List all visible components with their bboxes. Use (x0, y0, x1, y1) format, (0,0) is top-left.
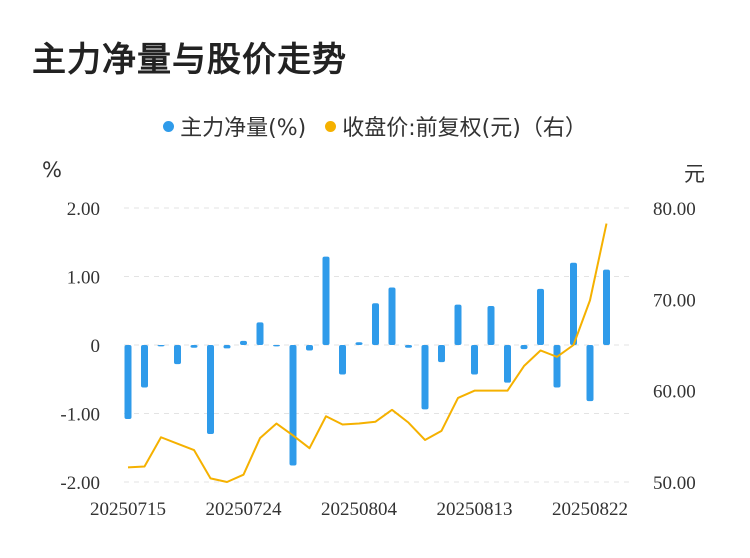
y-right-tick-label: 70.00 (653, 290, 696, 311)
bar (339, 345, 346, 375)
y-left-tick-label: 2.00 (67, 199, 100, 220)
bar (306, 345, 313, 351)
legend-bar-label: 主力净量(%) (180, 116, 307, 141)
legend-bar-dot-icon (163, 120, 175, 132)
y-left-tick-label: 0 (91, 336, 101, 357)
legend-item-bar[interactable]: 主力净量(%) (163, 110, 306, 142)
y-right-tick-label: 80.00 (653, 199, 696, 220)
bar (487, 305, 495, 345)
bar (124, 345, 132, 419)
bar (322, 256, 330, 345)
bar (438, 345, 445, 363)
y-right-tick-label: 60.00 (653, 382, 696, 403)
bar (570, 262, 577, 345)
y-left-tick-label: -1.00 (60, 405, 100, 426)
bar (553, 345, 561, 388)
bar (603, 269, 610, 345)
bar (421, 345, 429, 410)
bar (586, 345, 594, 402)
right-axis-unit: 元 (684, 162, 705, 186)
x-tick-label: 20250822 (552, 499, 628, 520)
bar (454, 304, 462, 345)
chart-legend: 主力净量(%) 收盘价:前复权(元)（右） (0, 110, 750, 142)
bar (207, 345, 214, 435)
bar (256, 322, 264, 345)
x-tick-label: 20250813 (437, 499, 513, 520)
bar (520, 345, 528, 350)
legend-line-dot-icon (325, 120, 337, 132)
bar (190, 345, 198, 348)
bar (372, 303, 379, 345)
bar (504, 345, 511, 383)
bar (157, 345, 165, 347)
bar (174, 345, 181, 365)
bar (388, 287, 396, 345)
y-left-tick-label: 1.00 (67, 268, 100, 289)
bar (273, 345, 280, 347)
price-line (127, 223, 608, 483)
legend-line-label: 收盘价:前复权(元)（右） (342, 116, 587, 141)
chart-title: 主力净量与股价走势 (32, 40, 347, 80)
bar (537, 288, 544, 345)
x-tick-label: 20250724 (206, 499, 283, 520)
bar (223, 345, 231, 349)
legend-item-line[interactable]: 收盘价:前复权(元)（右） (325, 110, 587, 142)
x-tick-label: 20250804 (321, 499, 398, 520)
y-right-tick-label: 50.00 (653, 473, 696, 494)
bar (141, 345, 148, 388)
y-left-tick-label: -2.00 (60, 473, 100, 494)
bar (405, 345, 412, 348)
bar (355, 342, 363, 345)
bar (471, 345, 478, 375)
x-tick-label: 20250715 (90, 499, 166, 520)
bar (240, 340, 247, 345)
left-axis-unit: % (42, 158, 62, 182)
bar (289, 345, 297, 466)
